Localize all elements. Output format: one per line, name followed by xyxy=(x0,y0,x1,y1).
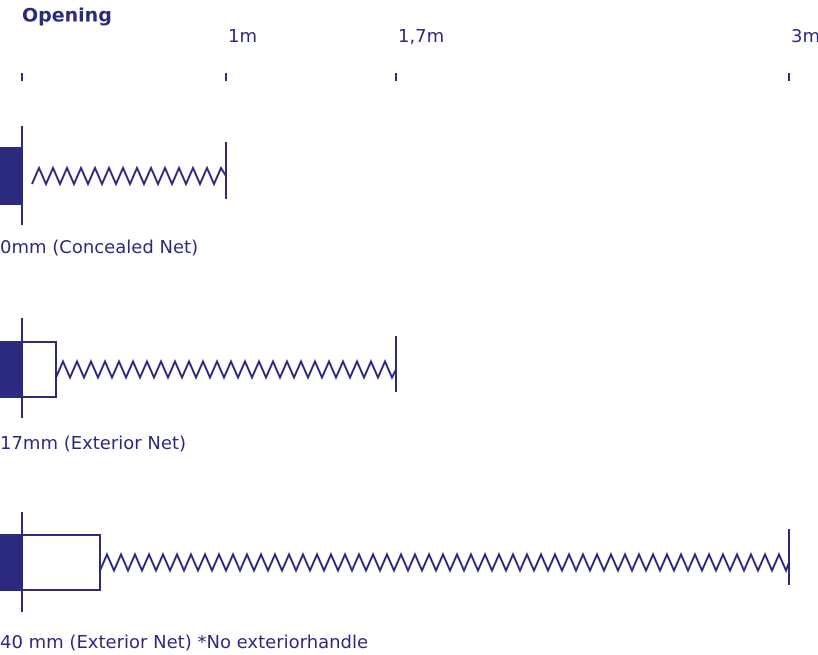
net-zigzag xyxy=(99,552,790,574)
net-zigzag xyxy=(55,359,397,380)
scale-label: 1m xyxy=(228,26,257,47)
handle-box xyxy=(21,534,101,591)
profile-block xyxy=(0,341,23,398)
handle-box xyxy=(21,341,57,398)
row-label: 0mm (Concealed Net) xyxy=(0,237,198,258)
row-label: 17mm (Exterior Net) xyxy=(0,433,186,454)
row-label: 40 mm (Exterior Net) *No exteriorhandle xyxy=(0,632,368,653)
profile-block xyxy=(0,534,23,591)
scale-label: 1,7m xyxy=(398,26,444,47)
net-zigzag xyxy=(31,165,227,187)
profile-block xyxy=(0,147,23,205)
scale-label: 3m xyxy=(791,26,818,47)
title: Opening xyxy=(22,5,112,27)
